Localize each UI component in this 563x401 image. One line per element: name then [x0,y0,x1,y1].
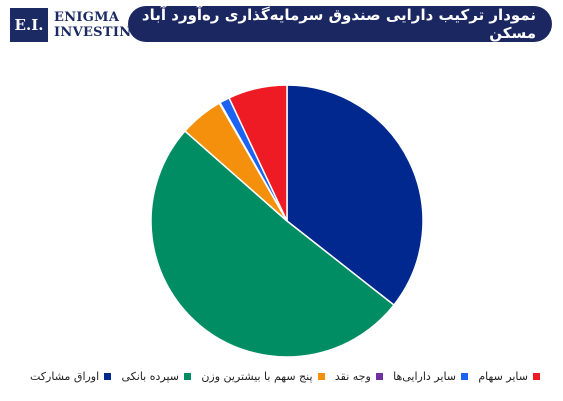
logo-text: ENIGMA INVESTING [54,10,143,40]
legend-swatch [184,372,191,380]
legend-swatch [375,372,383,380]
legend-item-0: اوراق مشارکت [30,369,112,383]
legend-swatch [104,372,112,380]
legend-label: اوراق مشارکت [30,369,100,383]
legend-item-5: سایر سهام [478,370,540,383]
chart-legend: اوراق مشارکت سپرده بانکی پنج سهم با بیشتری… [30,366,540,386]
legend-item-4: سایر دارایی‌ها [393,369,469,383]
legend-label: سایر سهام [478,369,528,383]
legend-swatch [461,372,469,380]
legend-item-3: وجه نقد [335,370,383,383]
legend-swatch [317,372,325,380]
logo-line-1: ENIGMA [54,10,120,25]
pie-slice-1 [150,130,395,358]
legend-label: پنج سهم با بیشترین وزن [201,369,313,383]
logo-line-2: INVESTING [54,25,143,40]
pie-slice-0 [286,84,424,307]
logo-mark: E.I. [10,8,48,42]
legend-label: وجه نقد [334,369,371,383]
legend-swatch [533,372,540,380]
header: E.I. ENIGMA INVESTING نمودار ترکیب دارای… [0,0,563,50]
chart-title-banner: نمودار ترکیب دارایی صندوق سرمایه‌گذاری ر… [128,6,552,42]
enigma-logo: E.I. ENIGMA INVESTING [10,6,160,44]
pie-chart [150,84,424,358]
legend-item-2: پنج سهم با بیشترین وزن [201,369,325,383]
legend-label: سپرده بانکی [121,369,179,383]
legend-item-1: سپرده بانکی [122,370,191,383]
pie-slice-5 [228,84,288,222]
legend-label: سایر دارایی‌ها [393,369,457,383]
chart-title: نمودار ترکیب دارایی صندوق سرمایه‌گذاری ر… [141,6,536,42]
